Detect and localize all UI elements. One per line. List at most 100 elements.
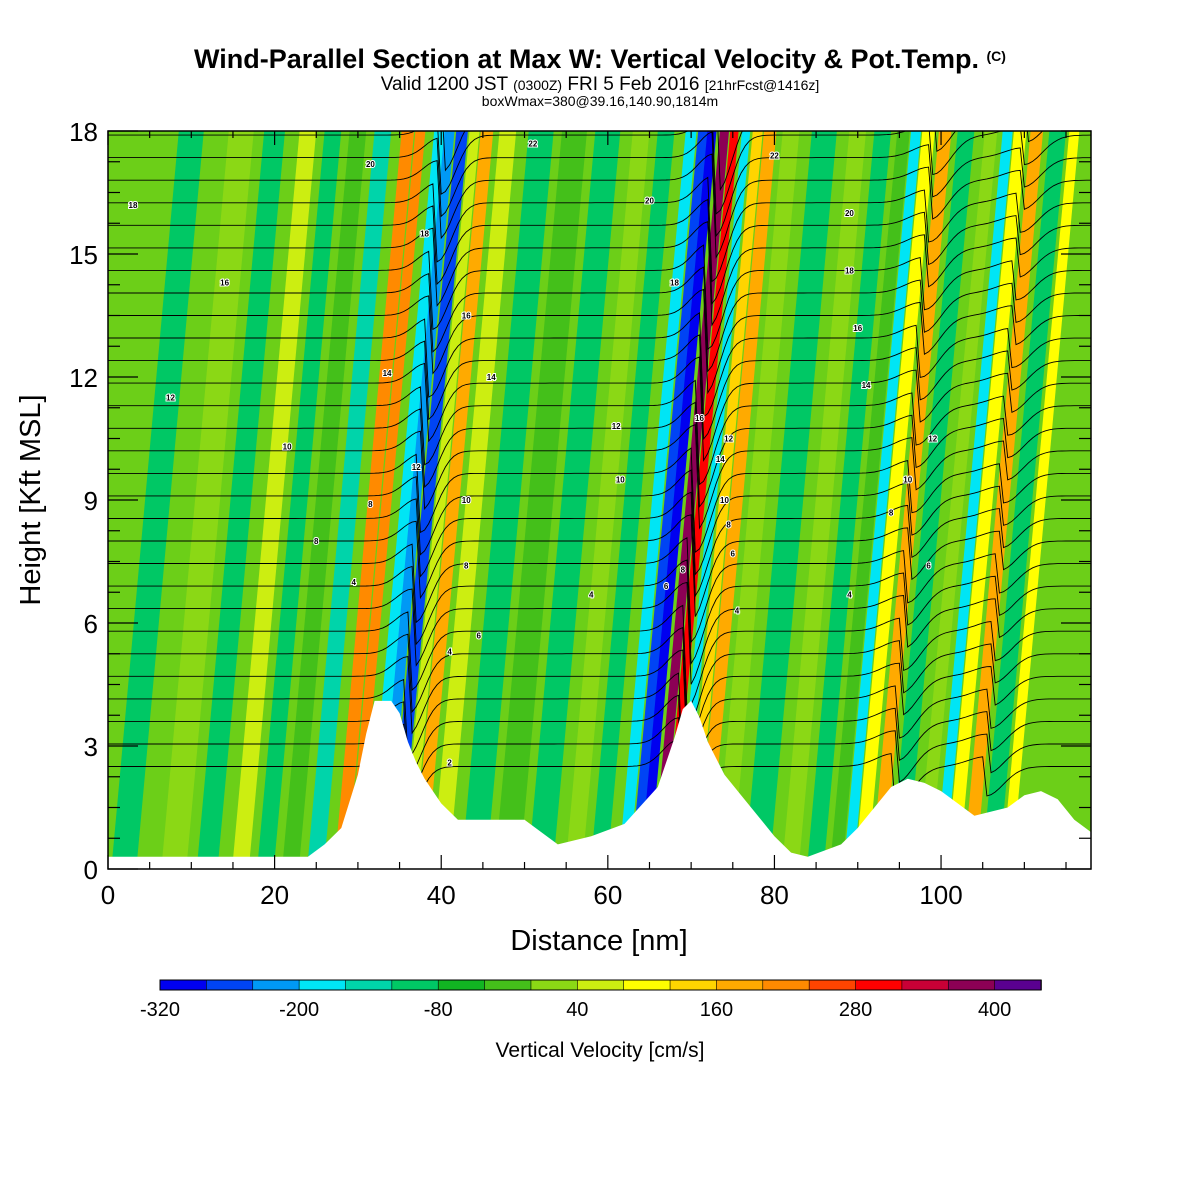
colorbar-swatch xyxy=(391,979,440,991)
contour-label: 10 xyxy=(462,496,471,505)
contour-label: 8 xyxy=(368,500,373,509)
contour-label: 12 xyxy=(612,422,621,431)
copyright-mark: (C) xyxy=(986,48,1006,64)
isentrope-line xyxy=(108,401,1091,508)
contour-label: 10 xyxy=(283,443,292,452)
contour-label: 16 xyxy=(695,414,704,423)
y-tick-label: 0 xyxy=(84,855,98,885)
colorbar-swatch xyxy=(298,979,347,991)
contour-label: 6 xyxy=(731,549,736,558)
isentrope-line xyxy=(108,740,1091,847)
isentrope-line xyxy=(108,311,1091,418)
contour-label: 20 xyxy=(845,209,854,218)
contour-label: 22 xyxy=(528,139,537,148)
isentrope-line xyxy=(108,649,1091,753)
contour-label: 18 xyxy=(129,201,138,210)
isentrope-line xyxy=(108,176,1091,283)
velocity-band xyxy=(347,131,426,869)
x-tick-label: 100 xyxy=(919,880,962,910)
potential-temperature-contours xyxy=(108,131,1091,847)
velocity-band xyxy=(334,131,415,869)
valid-date: FRI 5 Feb 2016 xyxy=(567,74,700,95)
colorbar-tick-label: 40 xyxy=(566,999,588,1021)
colorbar-swatch xyxy=(252,979,300,991)
isentrope-line xyxy=(108,356,1091,462)
colorbar-swatch xyxy=(484,979,532,991)
colorbar-swatch xyxy=(901,979,950,991)
isentrope-line xyxy=(108,581,1091,685)
x-tick-label: 0 xyxy=(101,880,115,910)
velocity-band xyxy=(890,131,975,869)
colorbar-swatch xyxy=(345,979,393,991)
title-main: Wind-Parallel Section at Max W: Vertical… xyxy=(194,44,979,74)
contour-label: 8 xyxy=(464,562,469,571)
colorbar-tick-label: -200 xyxy=(279,999,319,1021)
isentrope-line xyxy=(108,694,1091,801)
colorbar-swatch xyxy=(530,979,579,991)
isentrope-line xyxy=(108,447,1091,553)
velocity-band xyxy=(917,131,998,869)
colorbar-swatch xyxy=(437,979,486,991)
velocity-band xyxy=(652,131,730,869)
contour-label: 4 xyxy=(847,590,852,599)
y-tick-label: 18 xyxy=(69,117,98,147)
velocity-band xyxy=(388,131,468,869)
contour-label: 22 xyxy=(770,152,779,161)
colorbar-tick-label: -80 xyxy=(424,999,453,1021)
velocity-band xyxy=(946,131,1027,869)
colorbar-tick-label: -320 xyxy=(140,999,180,1021)
isentrope-line xyxy=(108,559,1091,666)
isentrope-line xyxy=(108,491,1091,598)
colorbar-swatch xyxy=(808,979,857,991)
velocity-band xyxy=(662,131,739,869)
contour-label: 10 xyxy=(720,496,729,505)
contour-label: 18 xyxy=(845,266,854,275)
colorbar-swatch xyxy=(577,979,625,991)
x-tick-label: 80 xyxy=(760,880,789,910)
velocity-band xyxy=(854,131,935,869)
valid-time-line: Valid 1200 JST (0300Z) FRI 5 Feb 2016 [2… xyxy=(0,74,1200,96)
terrain-mask xyxy=(108,700,1091,870)
contour-label: 14 xyxy=(862,381,871,390)
colorbar: -320 -200 -80 40 160 280 400 xyxy=(140,979,1042,1021)
colorbar-tick-label: 400 xyxy=(978,999,1011,1021)
colorbar-tick-label: 160 xyxy=(700,999,733,1021)
y-tick-label: 9 xyxy=(84,486,98,516)
velocity-band xyxy=(639,131,717,869)
contour-label: 10 xyxy=(616,476,625,485)
y-tick-label: 12 xyxy=(69,363,98,393)
colorbar-title: Vertical Velocity [cm/s] xyxy=(496,1039,705,1062)
isentrope-line xyxy=(108,717,1091,821)
velocity-band xyxy=(829,131,910,869)
contour-label: 14 xyxy=(716,455,725,464)
isentrope-line xyxy=(108,672,1091,779)
y-axis-label: Height [Kft MSL] xyxy=(15,394,47,605)
isentrope-line xyxy=(108,221,1091,327)
contour-label: 4 xyxy=(352,578,357,587)
x-axis: 0 20 40 60 80 100 xyxy=(101,131,1067,910)
velocity-band xyxy=(1001,131,1080,869)
contour-label: 8 xyxy=(889,508,894,517)
contour-label: 8 xyxy=(314,537,319,546)
contour-label: 12 xyxy=(928,435,937,444)
contour-label: 16 xyxy=(220,279,229,288)
x-tick-label: 20 xyxy=(260,880,289,910)
valid-prefix: Valid 1200 JST xyxy=(380,74,508,95)
contour-label: 6 xyxy=(926,562,931,571)
velocity-band xyxy=(618,131,697,869)
colorbar-swatch xyxy=(716,979,764,991)
valid-utc: (0300Z) xyxy=(513,77,563,93)
y-tick-label: 6 xyxy=(84,609,98,639)
contour-label: 18 xyxy=(420,230,429,239)
isentrope-line xyxy=(108,379,1091,486)
contour-label: 4 xyxy=(589,590,594,599)
isentrope-line xyxy=(108,266,1091,373)
x-tick-label: 40 xyxy=(427,880,456,910)
colorbar-swatch xyxy=(994,979,1042,991)
colorbar-swatch xyxy=(206,979,254,991)
contour-label: 16 xyxy=(853,324,862,333)
y-tick-label: 3 xyxy=(84,732,98,762)
isentrope-line xyxy=(108,424,1091,530)
contour-label: 14 xyxy=(487,373,496,382)
isentrope-line xyxy=(108,131,1091,215)
